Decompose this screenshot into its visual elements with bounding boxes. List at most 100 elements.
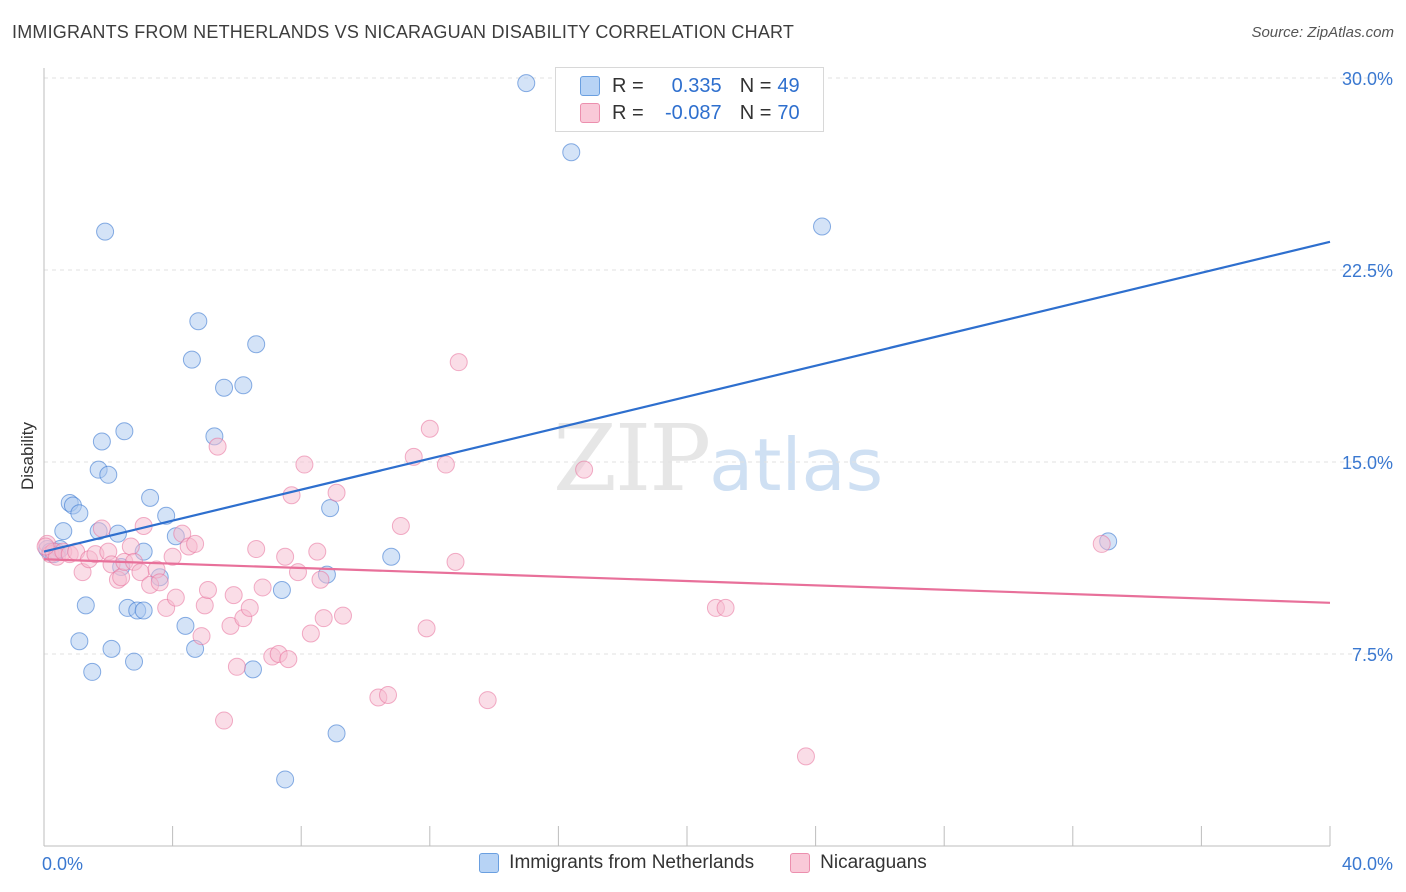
netherlands-point bbox=[382, 547, 401, 566]
nicaraguans-point bbox=[575, 460, 594, 479]
netherlands-point bbox=[70, 504, 89, 523]
n-value: 49 bbox=[777, 74, 800, 97]
y-tick-label: 30.0% bbox=[1342, 69, 1393, 89]
stats-legend: R = 0.335 N = 49 R = -0.087 N = 70 bbox=[555, 67, 824, 132]
netherlands-point bbox=[83, 662, 102, 681]
nicaraguans-point bbox=[282, 486, 301, 505]
x-tick-label: 40.0% bbox=[1342, 854, 1393, 874]
y-tick-label: 22.5% bbox=[1342, 261, 1393, 281]
netherlands-point bbox=[182, 350, 201, 369]
n-label: N = bbox=[739, 74, 772, 97]
y-tick-label: 15.0% bbox=[1342, 453, 1393, 473]
netherlands-point bbox=[272, 581, 291, 599]
nicaraguans-point bbox=[417, 619, 436, 638]
netherlands-point bbox=[247, 335, 266, 354]
stats-legend-row-nicaraguans: R = -0.087 N = 70 bbox=[580, 99, 800, 127]
nicaraguans-point bbox=[478, 691, 497, 710]
nicaraguans-point bbox=[288, 563, 307, 582]
y-tick-label: 7.5% bbox=[1352, 645, 1393, 665]
nicaraguans-point bbox=[247, 540, 266, 559]
legend-item-nicaraguans: Nicaraguans bbox=[790, 852, 927, 874]
nicaraguans-point bbox=[224, 586, 243, 605]
netherlands-point bbox=[562, 143, 581, 162]
netherlands-point bbox=[517, 74, 536, 93]
nicaraguans-point bbox=[253, 578, 272, 597]
nicaraguans-point bbox=[150, 573, 169, 592]
r-value: 0.335 bbox=[671, 74, 722, 97]
netherlands-point bbox=[54, 522, 73, 541]
y-axis-label: Disability bbox=[18, 421, 37, 491]
nicaraguans-point bbox=[208, 437, 227, 456]
watermark: ZIPatlas bbox=[553, 405, 883, 512]
nicaraguans-legend-swatch bbox=[790, 853, 811, 873]
nicaraguans-point bbox=[391, 517, 410, 535]
nicaraguans-point bbox=[121, 537, 140, 556]
nicaraguans-point bbox=[301, 624, 320, 643]
netherlands-point bbox=[102, 639, 121, 658]
nicaraguans-point bbox=[1092, 534, 1111, 553]
netherlands-point bbox=[327, 724, 346, 743]
n-label: N = bbox=[739, 101, 772, 124]
r-label: R = bbox=[612, 74, 644, 97]
netherlands-point bbox=[76, 596, 95, 615]
nicaraguans-point bbox=[333, 606, 352, 625]
nicaraguans-point bbox=[198, 581, 217, 599]
nicaraguans-point bbox=[279, 650, 298, 669]
nicaraguans-point bbox=[240, 598, 259, 617]
netherlands-point bbox=[92, 432, 111, 451]
netherlands-point bbox=[189, 312, 208, 331]
netherlands-point bbox=[141, 488, 160, 507]
nicaraguans-point bbox=[436, 455, 455, 474]
n-value: 70 bbox=[777, 101, 800, 124]
nicaraguans-point bbox=[163, 547, 182, 566]
netherlands-point bbox=[99, 465, 118, 484]
legend-label-nicaraguans: Nicaraguans bbox=[820, 852, 927, 873]
x-tick-label: 0.0% bbox=[42, 854, 83, 874]
netherlands-point bbox=[134, 601, 153, 620]
netherlands-point bbox=[176, 616, 195, 635]
nicaraguans-point bbox=[796, 747, 815, 766]
nicaraguans-point bbox=[379, 685, 398, 704]
netherlands-point bbox=[70, 632, 89, 651]
netherlands-point bbox=[276, 770, 295, 789]
source-label: Source: ZipAtlas.com bbox=[1251, 24, 1394, 41]
netherlands-point bbox=[234, 376, 253, 395]
nicaraguans-swatch bbox=[580, 103, 600, 123]
nicaraguans-point bbox=[308, 542, 327, 561]
nicaraguans-point bbox=[716, 598, 735, 617]
nicaraguans-point bbox=[446, 552, 465, 571]
netherlands-point bbox=[813, 217, 832, 236]
chart-title: IMMIGRANTS FROM NETHERLANDS VS NICARAGUA… bbox=[12, 22, 795, 42]
netherlands-swatch bbox=[580, 76, 600, 96]
netherlands-point bbox=[215, 378, 234, 397]
nicaraguans-point bbox=[276, 547, 295, 566]
netherlands-point bbox=[96, 222, 115, 241]
nicaraguans-point bbox=[195, 596, 214, 615]
netherlands-point bbox=[125, 652, 144, 671]
legend-item-netherlands: Immigrants from Netherlands bbox=[479, 852, 754, 874]
netherlands-legend-swatch bbox=[479, 853, 500, 873]
nicaraguans-point bbox=[92, 519, 111, 538]
netherlands-trend-line bbox=[43, 240, 1331, 553]
nicaraguans-point bbox=[166, 588, 185, 607]
nicaraguans-point bbox=[186, 534, 205, 553]
netherlands-point bbox=[115, 422, 134, 441]
nicaraguans-point bbox=[295, 455, 314, 474]
nicaraguans-point bbox=[36, 537, 55, 556]
stats-legend-row-netherlands: R = 0.335 N = 49 bbox=[580, 72, 800, 100]
watermark-atlas: atlas bbox=[709, 423, 884, 507]
series-legend: Immigrants from Netherlands Nicaraguans bbox=[0, 852, 1406, 874]
nicaraguans-point bbox=[314, 609, 333, 628]
r-value: -0.087 bbox=[664, 101, 722, 124]
nicaraguans-point bbox=[112, 568, 131, 587]
r-label: R = bbox=[612, 101, 644, 124]
nicaraguans-point bbox=[449, 353, 468, 372]
nicaraguans-point bbox=[420, 419, 439, 438]
netherlands-point bbox=[321, 499, 340, 518]
netherlands-point bbox=[157, 506, 176, 525]
nicaraguans-point bbox=[311, 570, 330, 589]
nicaraguans-point bbox=[227, 657, 246, 676]
nicaraguans-point bbox=[215, 711, 234, 730]
nicaraguans-point bbox=[192, 627, 211, 646]
